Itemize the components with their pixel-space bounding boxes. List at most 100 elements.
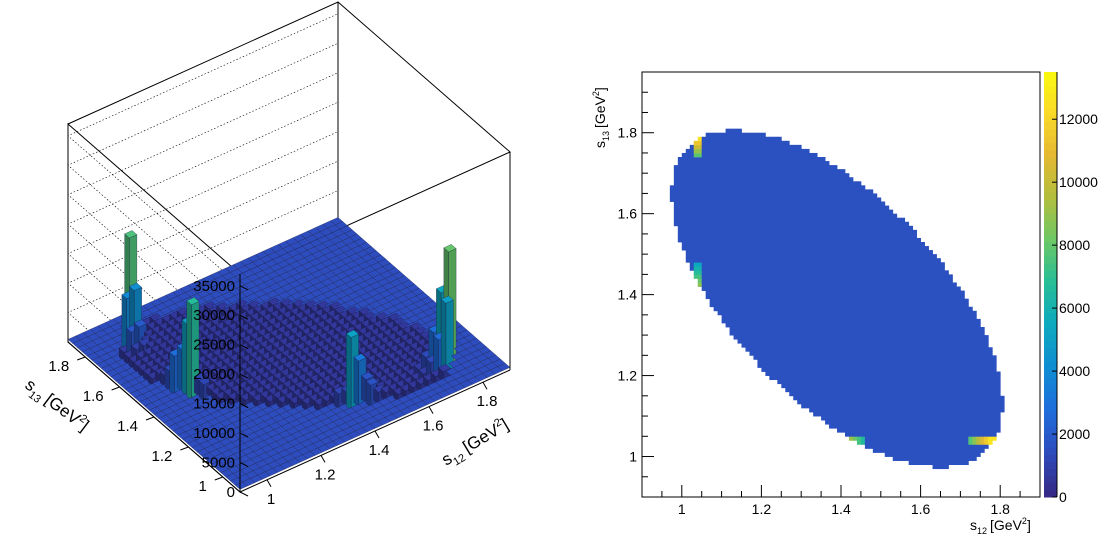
- heatmap-cell: [697, 246, 703, 251]
- heatmap-cell: [681, 233, 687, 239]
- heatmap-cell: [741, 221, 746, 227]
- heatmap-cell: [773, 339, 778, 344]
- heatmap-cell: [753, 274, 758, 279]
- heatmap-cell: [761, 169, 766, 174]
- heatmap-cell: [761, 250, 766, 255]
- heatmap-cell: [757, 213, 762, 219]
- heatmap-cell: [697, 181, 703, 186]
- heatmap-cell: [729, 213, 734, 219]
- heatmap-cell: [725, 161, 730, 166]
- heatmap-cell: [709, 136, 715, 142]
- heatmap-cell: [769, 286, 774, 291]
- heatmap-cell: [773, 250, 778, 255]
- heatmap-cell: [773, 327, 778, 332]
- heatmap-cell: [765, 201, 770, 206]
- heatmap-cell: [749, 258, 754, 263]
- heatmap-cell: [673, 189, 679, 194]
- heatmap-cell: [757, 144, 762, 150]
- heatmap-cell: [697, 250, 703, 255]
- heatmap-cell: [769, 193, 774, 198]
- heatmap-cell: [757, 205, 762, 211]
- heatmap-cell: [749, 327, 754, 332]
- heatmap-cell: [741, 262, 746, 267]
- heatmap-cell: [729, 314, 734, 320]
- heatmap-cell: [697, 242, 703, 247]
- heatmap-cell: [725, 165, 730, 170]
- heatmap-cell: [753, 262, 758, 267]
- heatmap-cell: [745, 169, 750, 174]
- heatmap-cell: [737, 193, 742, 198]
- heatmap-cell: [701, 217, 707, 223]
- heatmap-cell: [773, 237, 778, 243]
- heatmap-cell: [761, 144, 766, 150]
- heatmap-cell: [689, 229, 695, 235]
- heatmap-cell: [769, 173, 774, 178]
- heatmap-cell: [777, 144, 782, 150]
- heatmap-cell: [697, 270, 703, 275]
- heatmap-cell: [737, 128, 742, 134]
- heatmap-cell: [769, 205, 774, 211]
- heatmap-cell: [717, 225, 722, 231]
- heatmap-cell: [773, 258, 778, 263]
- heatmap-cell: [773, 310, 778, 316]
- heatmap-cell: [693, 165, 699, 170]
- heatmap-cell: [749, 169, 754, 174]
- heatmap-cell: [709, 282, 715, 287]
- heatmap-cell: [717, 242, 722, 247]
- heatmap-cell: [741, 237, 746, 243]
- heatmap-cell: [677, 165, 683, 170]
- heatmap-cell: [777, 197, 782, 202]
- heatmap-cell: [713, 258, 719, 263]
- heatmap-cell: [773, 322, 778, 328]
- heatmap-cell: [741, 302, 746, 308]
- heatmap-cell: [757, 310, 762, 316]
- heatmap-cell: [765, 217, 770, 223]
- z-tick-label: 35000: [193, 278, 235, 295]
- lego-bar: [440, 295, 454, 374]
- heatmap-cell: [753, 185, 758, 190]
- heatmap-cell: [725, 302, 730, 308]
- heatmap-cell: [709, 181, 715, 186]
- heatmap-cell: [725, 185, 730, 190]
- heatmap-cell: [733, 254, 738, 259]
- heatmap-cell: [737, 290, 742, 296]
- heatmap-cell: [757, 250, 762, 255]
- heatmap-cell: [701, 201, 707, 206]
- heatmap-cell: [757, 185, 762, 190]
- heatmap-cell: [701, 286, 707, 291]
- heatmap-cell: [713, 209, 719, 215]
- heatmap-cell: [713, 161, 719, 166]
- heatmap-cell: [773, 213, 778, 219]
- heatmap-cell: [733, 209, 738, 215]
- heatmap-cell: [713, 181, 719, 186]
- heatmap-cell: [733, 136, 738, 142]
- heatmap-cell: [713, 225, 719, 231]
- heatmap-cell: [745, 306, 750, 312]
- x-tick: [482, 381, 488, 390]
- heatmap-cell: [737, 152, 742, 158]
- heatmap-cell: [777, 270, 782, 275]
- heatmap-cell: [721, 306, 726, 312]
- heatmap-cell: [761, 181, 766, 186]
- heatmap-cell: [737, 181, 742, 186]
- heatmap-cell: [741, 290, 746, 296]
- heatmap-cell: [753, 177, 758, 182]
- heatmap-cell: [765, 225, 770, 231]
- heatmap-cell: [761, 185, 766, 190]
- heatmap-cell: [757, 140, 762, 146]
- heatmap-cell: [781, 379, 786, 385]
- heatmap-cell: [733, 181, 738, 186]
- heatmap-cell: [777, 331, 782, 336]
- heatmap-cell: [729, 310, 734, 316]
- heatmap-cell: [757, 347, 762, 352]
- heatmap-cell: [777, 254, 782, 259]
- heatmap-cell: [753, 258, 758, 263]
- heatmap-cell: [729, 290, 734, 296]
- heatmap-cell: [733, 201, 738, 206]
- heatmap-cell: [777, 250, 782, 255]
- heatmap-cell: [773, 314, 778, 320]
- heatmap-cell: [701, 173, 707, 178]
- heatmap-cell: [697, 144, 703, 150]
- heatmap-cell: [721, 298, 726, 304]
- heatmap-cell: [753, 302, 758, 308]
